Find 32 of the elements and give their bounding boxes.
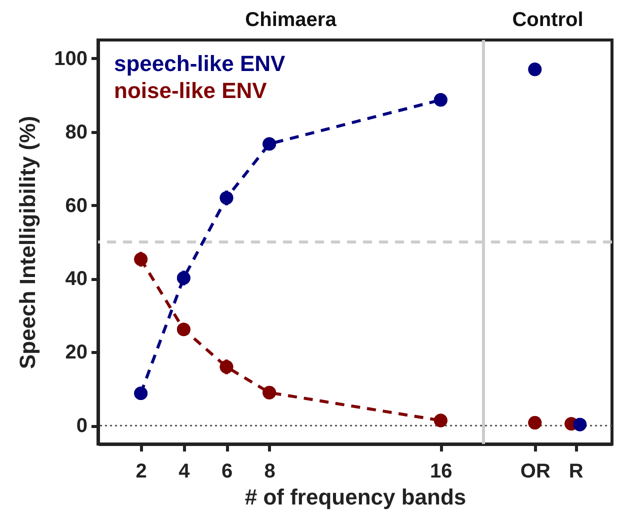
y-axis-title: Speech Intelligibility (%) <box>15 116 40 370</box>
point <box>176 271 190 285</box>
point <box>528 62 542 76</box>
point <box>220 360 234 374</box>
y-tick-label: 60 <box>65 194 88 217</box>
point <box>176 322 190 336</box>
y-tick-label: 80 <box>65 121 88 144</box>
x-tick-label: 2 <box>136 460 147 482</box>
point <box>262 137 276 151</box>
point <box>434 93 448 107</box>
x-tick-label: 8 <box>264 460 276 482</box>
point <box>573 418 587 432</box>
y-tick-label: 0 <box>76 415 88 438</box>
text: noise-like ENV <box>114 78 268 103</box>
point <box>434 414 448 428</box>
y-tick-label: 100 <box>54 48 88 70</box>
x-tick-label: 6 <box>221 460 233 482</box>
text: speech-like ENV <box>114 51 286 76</box>
x-tick-label: 4 <box>178 460 191 482</box>
point <box>262 386 276 400</box>
x-tick-label: OR <box>520 460 551 482</box>
y-tick-label: 40 <box>65 268 88 290</box>
point <box>134 252 148 266</box>
x-tick-label: R <box>568 460 584 482</box>
x-tick-label: 16 <box>430 460 452 482</box>
point <box>134 386 148 400</box>
point <box>220 191 234 205</box>
point <box>528 416 542 430</box>
y-tick-label: 20 <box>65 342 88 364</box>
text: Control <box>512 9 584 31</box>
x-axis-title: # of frequency bands <box>244 484 466 510</box>
text: Chimaera <box>245 9 338 31</box>
